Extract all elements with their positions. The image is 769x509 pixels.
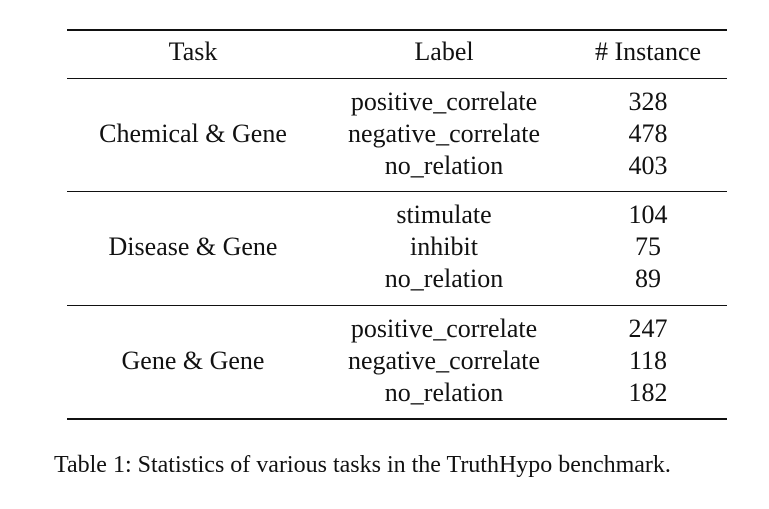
header-rule [67, 78, 727, 79]
table-row-label: no_relation [384, 151, 504, 180]
table-row-label: positive_correlate [350, 87, 538, 116]
table-row-label: negative_correlate [348, 119, 540, 148]
table-row-count: 328 [628, 87, 668, 116]
table-caption: Table 1: Statistics of various tasks in … [54, 452, 671, 478]
group-task-disease-gene: Disease & Gene [108, 232, 278, 261]
table-row-label: inhibit [410, 232, 478, 261]
table-row-count: 75 [635, 232, 661, 261]
header-count: # Instance [594, 37, 702, 66]
table-row-count: 403 [628, 151, 668, 180]
group-rule [67, 305, 727, 306]
table-row-count: 478 [628, 119, 668, 148]
table-row-label: stimulate [396, 200, 492, 229]
table-row-count: 89 [635, 264, 661, 293]
top-rule [67, 29, 727, 31]
table-row-count: 247 [628, 314, 668, 343]
table-row-count: 104 [628, 200, 668, 229]
table-row-count: 118 [628, 346, 668, 375]
table-row-count: 182 [628, 378, 668, 407]
header-label: Label [414, 37, 474, 66]
table-row-label: negative_correlate [348, 346, 540, 375]
group-rule [67, 191, 727, 192]
table-row-label: no_relation [384, 264, 504, 293]
header-task: Task [168, 37, 218, 66]
group-task-gene-gene: Gene & Gene [121, 346, 265, 375]
table-row-label: positive_correlate [350, 314, 538, 343]
table-row-label: no_relation [384, 378, 504, 407]
group-task-chemical-gene: Chemical & Gene [99, 119, 287, 148]
bottom-rule [67, 418, 727, 420]
